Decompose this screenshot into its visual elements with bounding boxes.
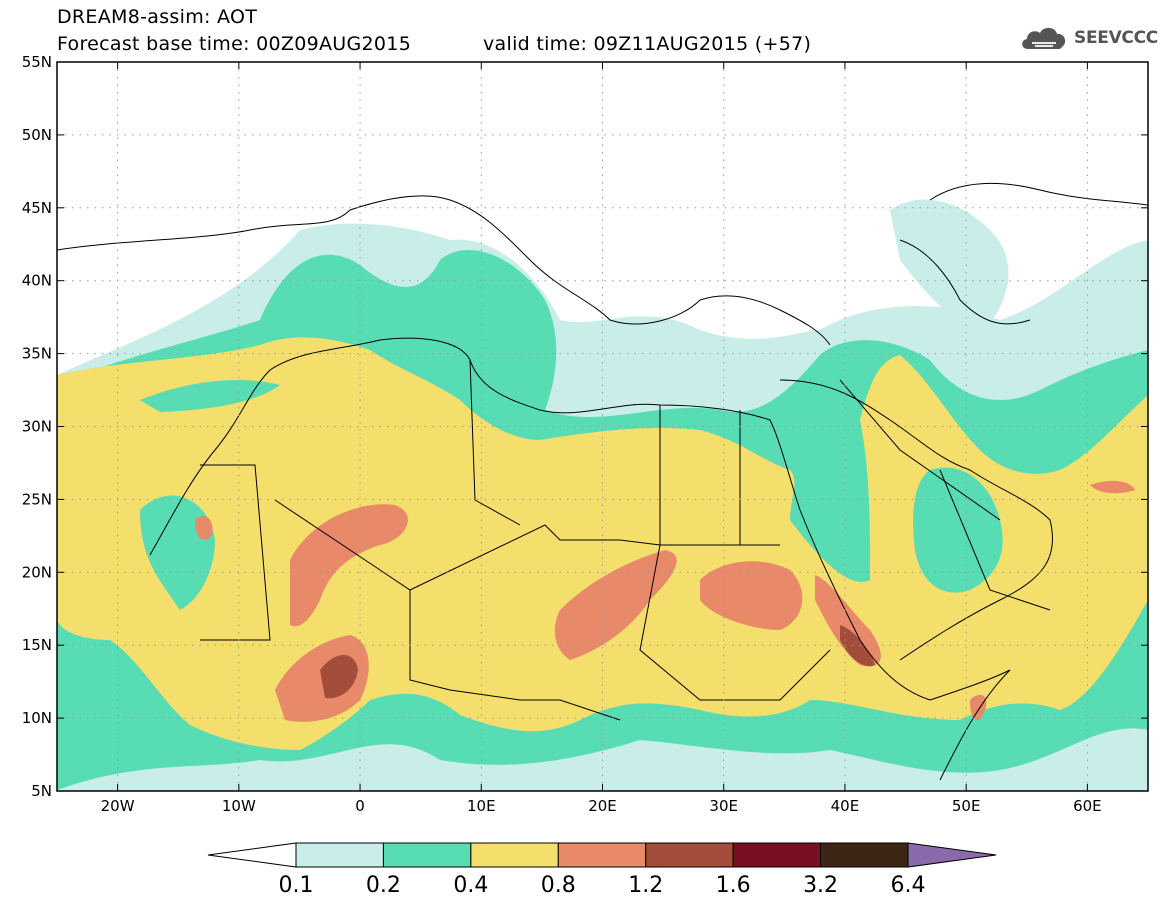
lon-tick-label: 50E <box>952 797 981 815</box>
seevccc-logo: SEEVCCC <box>1018 22 1158 54</box>
aot-contour-0.8-eritrea <box>815 575 881 667</box>
colorbar-box <box>382 842 472 868</box>
colorbar-label: 0.4 <box>453 873 488 898</box>
aot-contour-0.8-sudan <box>700 561 803 630</box>
lon-tick-label: 10W <box>222 797 256 815</box>
aot-contour-0.1-caspian <box>890 199 1009 330</box>
logo-text: SEEVCCC <box>1074 28 1158 48</box>
coastlines <box>57 183 1148 781</box>
cloud-icon <box>1022 27 1066 49</box>
map-title: DREAM8-assim: AOT <box>57 6 258 28</box>
aot-contour-0.8-somalia <box>970 694 987 721</box>
colorbar-under-triangle <box>207 842 297 868</box>
lon-tick-label: 20W <box>101 797 135 815</box>
lat-tick-label: 35N <box>22 345 52 363</box>
valid-time: valid time: 09Z11AUG2015 (+57) <box>483 33 812 55</box>
lat-tick-label: 5N <box>31 782 52 800</box>
lon-tick-label: 60E <box>1073 797 1102 815</box>
forecast-base-time: Forecast base time: 00Z09AUG2015 <box>57 33 412 55</box>
colorbar-box <box>732 842 822 868</box>
lon-tick-label: 0 <box>355 797 365 815</box>
aot-contour-1.2-eritrea <box>840 625 875 667</box>
aot-contour-0.8-small <box>195 515 213 540</box>
lon-tick-label: 30E <box>709 797 738 815</box>
lat-tick-label: 10N <box>22 709 52 727</box>
gridlines <box>57 62 1148 791</box>
lat-tick-label: 20N <box>22 563 52 581</box>
aot-contour-0.8-mali <box>290 504 408 627</box>
colorbar-label: 0.1 <box>279 873 314 898</box>
colorbar-box <box>645 842 734 868</box>
lon-tick-label: 40E <box>831 797 860 815</box>
colorbar-label: 1.6 <box>716 873 751 898</box>
colorbar-label: 3.2 <box>803 873 838 898</box>
colorbar-box <box>820 842 909 868</box>
colorbar-over-triangle <box>907 842 997 868</box>
aot-contour-0.2-inner-arabia <box>913 467 1003 593</box>
lat-tick-label: 15N <box>22 636 52 654</box>
lat-tick-label: 55N <box>22 53 52 71</box>
colorbar-label: 1.2 <box>628 873 663 898</box>
lat-tick-label: 50N <box>22 126 52 144</box>
colorbar-box <box>557 842 647 868</box>
lon-tick-label: 20E <box>588 797 617 815</box>
colorbar-box <box>470 842 559 868</box>
lat-tick-label: 25N <box>22 490 52 508</box>
aot-contour-1.2-west <box>320 655 358 699</box>
colorbar-label: 0.8 <box>541 873 576 898</box>
lat-tick-label: 30N <box>22 418 52 436</box>
colorbar-box <box>295 842 384 868</box>
colorbar-label: 6.4 <box>891 873 926 898</box>
lat-tick-label: 45N <box>22 199 52 217</box>
aot-contour-0.8-gulf <box>1090 480 1135 494</box>
aot-contour-0.8-chad <box>554 550 677 660</box>
lon-tick-label: 10E <box>467 797 496 815</box>
longitude-labels: 20W 10W 0 10E 20E 30E 40E 50E 60E <box>101 797 1102 815</box>
axis-ticks <box>57 61 1148 792</box>
latitude-labels: 55N 50N 45N 40N 35N 30N 25N 20N 15N 10N 5N <box>22 53 52 800</box>
aot-contour-0.2-inner-atlas <box>140 380 280 412</box>
lat-tick-label: 40N <box>22 272 52 290</box>
colorbar-label: 0.2 <box>366 873 401 898</box>
